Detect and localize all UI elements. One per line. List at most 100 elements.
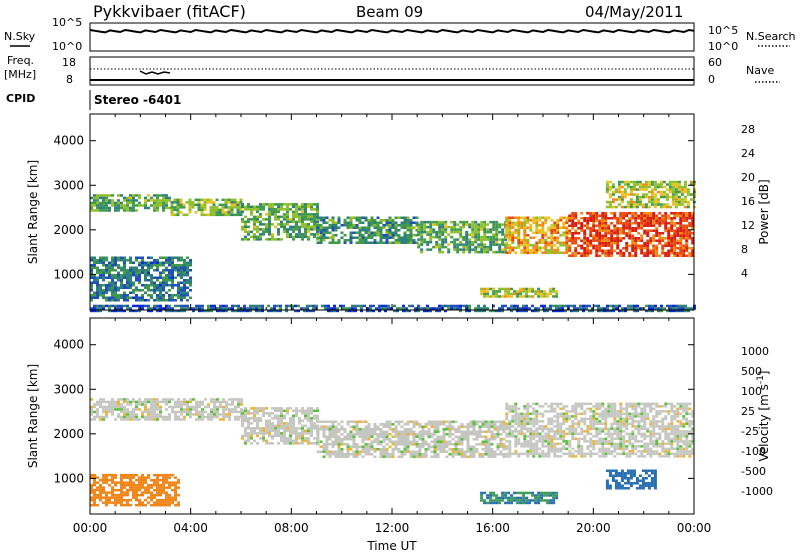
power-cells-cell-3 <box>379 221 383 224</box>
power-cells-cell-10 <box>276 309 279 313</box>
velocity-cells-cell-0 <box>153 405 156 409</box>
power-cells-cell-5 <box>526 251 530 254</box>
power-cells-cell-6 <box>673 244 677 247</box>
power-cells-cell-4 <box>435 230 439 234</box>
power-cells-cell-4 <box>426 225 430 229</box>
velocity-cells-cell-1 <box>289 407 292 410</box>
power-cells-cell-8 <box>150 279 153 282</box>
power-cells-cell-8 <box>174 269 177 272</box>
velocity-cells-cell-3 <box>610 407 614 411</box>
power-cells-cell-2 <box>286 210 289 214</box>
velocity-cells-cell-1 <box>310 407 313 410</box>
velocity-cells-cell-2 <box>448 448 452 451</box>
power-cells-cell-3 <box>403 221 407 224</box>
velocity-cells-cell-2 <box>355 443 359 446</box>
power-cells-cell-3 <box>325 226 329 229</box>
power-cells-cell-10 <box>621 307 624 310</box>
power-cells-cell-1 <box>170 201 174 204</box>
velocity-cells-cell-1 <box>274 429 277 433</box>
power-cells-cell-2 <box>280 225 283 229</box>
velocity-cells-cell-2 <box>463 435 467 438</box>
velocity-cells-cell-2 <box>316 430 320 433</box>
velocity-cells-cell-3 <box>532 437 536 441</box>
power-cells-cell-8 <box>105 266 108 269</box>
velocity-cells-cell-3 <box>556 442 560 446</box>
velocity-cells-cell-3 <box>577 405 581 408</box>
power-cells-cell-2 <box>262 223 265 226</box>
velocity-cells-cell-3 <box>508 435 512 438</box>
velocity-cells-cell-0 <box>198 410 201 414</box>
power-cells-cell-6 <box>679 232 683 235</box>
power-cells-cell-1 <box>230 201 234 204</box>
power-cells-cell-6 <box>586 239 590 242</box>
velocity-cells-cell-0 <box>171 398 174 401</box>
velocity-cells-cell-2 <box>355 423 359 426</box>
power-cells-cell-8 <box>180 259 183 262</box>
power-cells-cell-5 <box>556 239 560 242</box>
power-cells-cell-4 <box>441 225 445 229</box>
power-cells-cell-6 <box>601 244 605 247</box>
power-cells-cell-3 <box>316 216 320 219</box>
velocity-cells-cell-2 <box>409 450 413 453</box>
power-cells-cell-0 <box>114 209 117 212</box>
velocity-cells-cell-3 <box>532 447 536 451</box>
power-cells-cell-10 <box>684 304 687 308</box>
power-cells-cell-8 <box>111 296 114 299</box>
power-cells-cell-6 <box>580 252 584 255</box>
power-cells-cell-8 <box>96 281 99 284</box>
power-cells-cell-10 <box>327 307 330 310</box>
velocity-cells-cell-2 <box>358 450 362 453</box>
power-cells-cell-10 <box>258 307 261 310</box>
velocity-cells-cell-2 <box>487 425 491 428</box>
power-cells-cell-5 <box>544 249 548 252</box>
power-cells-cell-6 <box>643 222 647 225</box>
velocity-cells-cell-3 <box>577 432 581 436</box>
power-cells-cell-0 <box>93 199 96 202</box>
velocity-cells-cell-2 <box>466 440 470 443</box>
power-cells-cell-6 <box>577 222 581 225</box>
velocity-cells-cell-2 <box>403 423 407 426</box>
power-cells-cell-6 <box>691 249 695 252</box>
velocity-cells-cell-1 <box>259 432 262 435</box>
power-cells-cell-2 <box>262 205 265 209</box>
power-cells-cell-6 <box>610 252 614 255</box>
power-cells-cell-6 <box>682 232 686 235</box>
power-cells-cell-5 <box>511 226 515 229</box>
velocity-cells-cell-0 <box>93 415 96 419</box>
power-cells-cell-8 <box>120 276 123 279</box>
velocity-cells-cell-0 <box>144 403 147 406</box>
power-cells-cell-6 <box>685 227 689 230</box>
power-cells-cell-10 <box>132 304 135 308</box>
velocity-cells-cell-3 <box>559 437 563 441</box>
velocity-cells-cell-2 <box>487 448 491 451</box>
power-cells-cell-2 <box>301 225 304 229</box>
velocity-cells-cell-0 <box>105 415 108 419</box>
power-cells-cell-9 <box>504 290 508 293</box>
power-cells-cell-3 <box>322 221 326 224</box>
power-cells-cell-5 <box>553 226 557 229</box>
velocity-cells-cell-3 <box>604 420 608 423</box>
power-cells-cell-1 <box>227 198 231 202</box>
velocity-cells-cell-3 <box>559 402 563 406</box>
velocity-cells-cell-3 <box>550 437 554 441</box>
velocity-cells-cell-2 <box>343 430 347 433</box>
velocity-cells-cell-2 <box>475 435 479 438</box>
velocity-cells-cell-1 <box>298 417 301 420</box>
velocity-cells-cell-0 <box>168 418 171 421</box>
power-cells-cell-7 <box>620 193 624 196</box>
power-cells-cell-8 <box>93 261 96 264</box>
power-cells-cell-8 <box>165 276 168 279</box>
power-cells-cell-10 <box>261 304 264 308</box>
power-cells-cell-5 <box>526 249 530 252</box>
velocity-cells-cell-0 <box>201 413 204 416</box>
velocity-cells-cell-3 <box>523 422 527 426</box>
velocity-cells-cell-2 <box>436 443 440 446</box>
velocity-cells-cell-1 <box>247 434 250 438</box>
power-cells-cell-10 <box>381 304 384 308</box>
power-cells-cell-3 <box>322 226 326 229</box>
power-cells-cell-7 <box>662 193 666 196</box>
power-cells-cell-0 <box>108 209 111 212</box>
power-cells-cell-8 <box>162 279 165 282</box>
power-cells-cell-1 <box>173 201 177 204</box>
